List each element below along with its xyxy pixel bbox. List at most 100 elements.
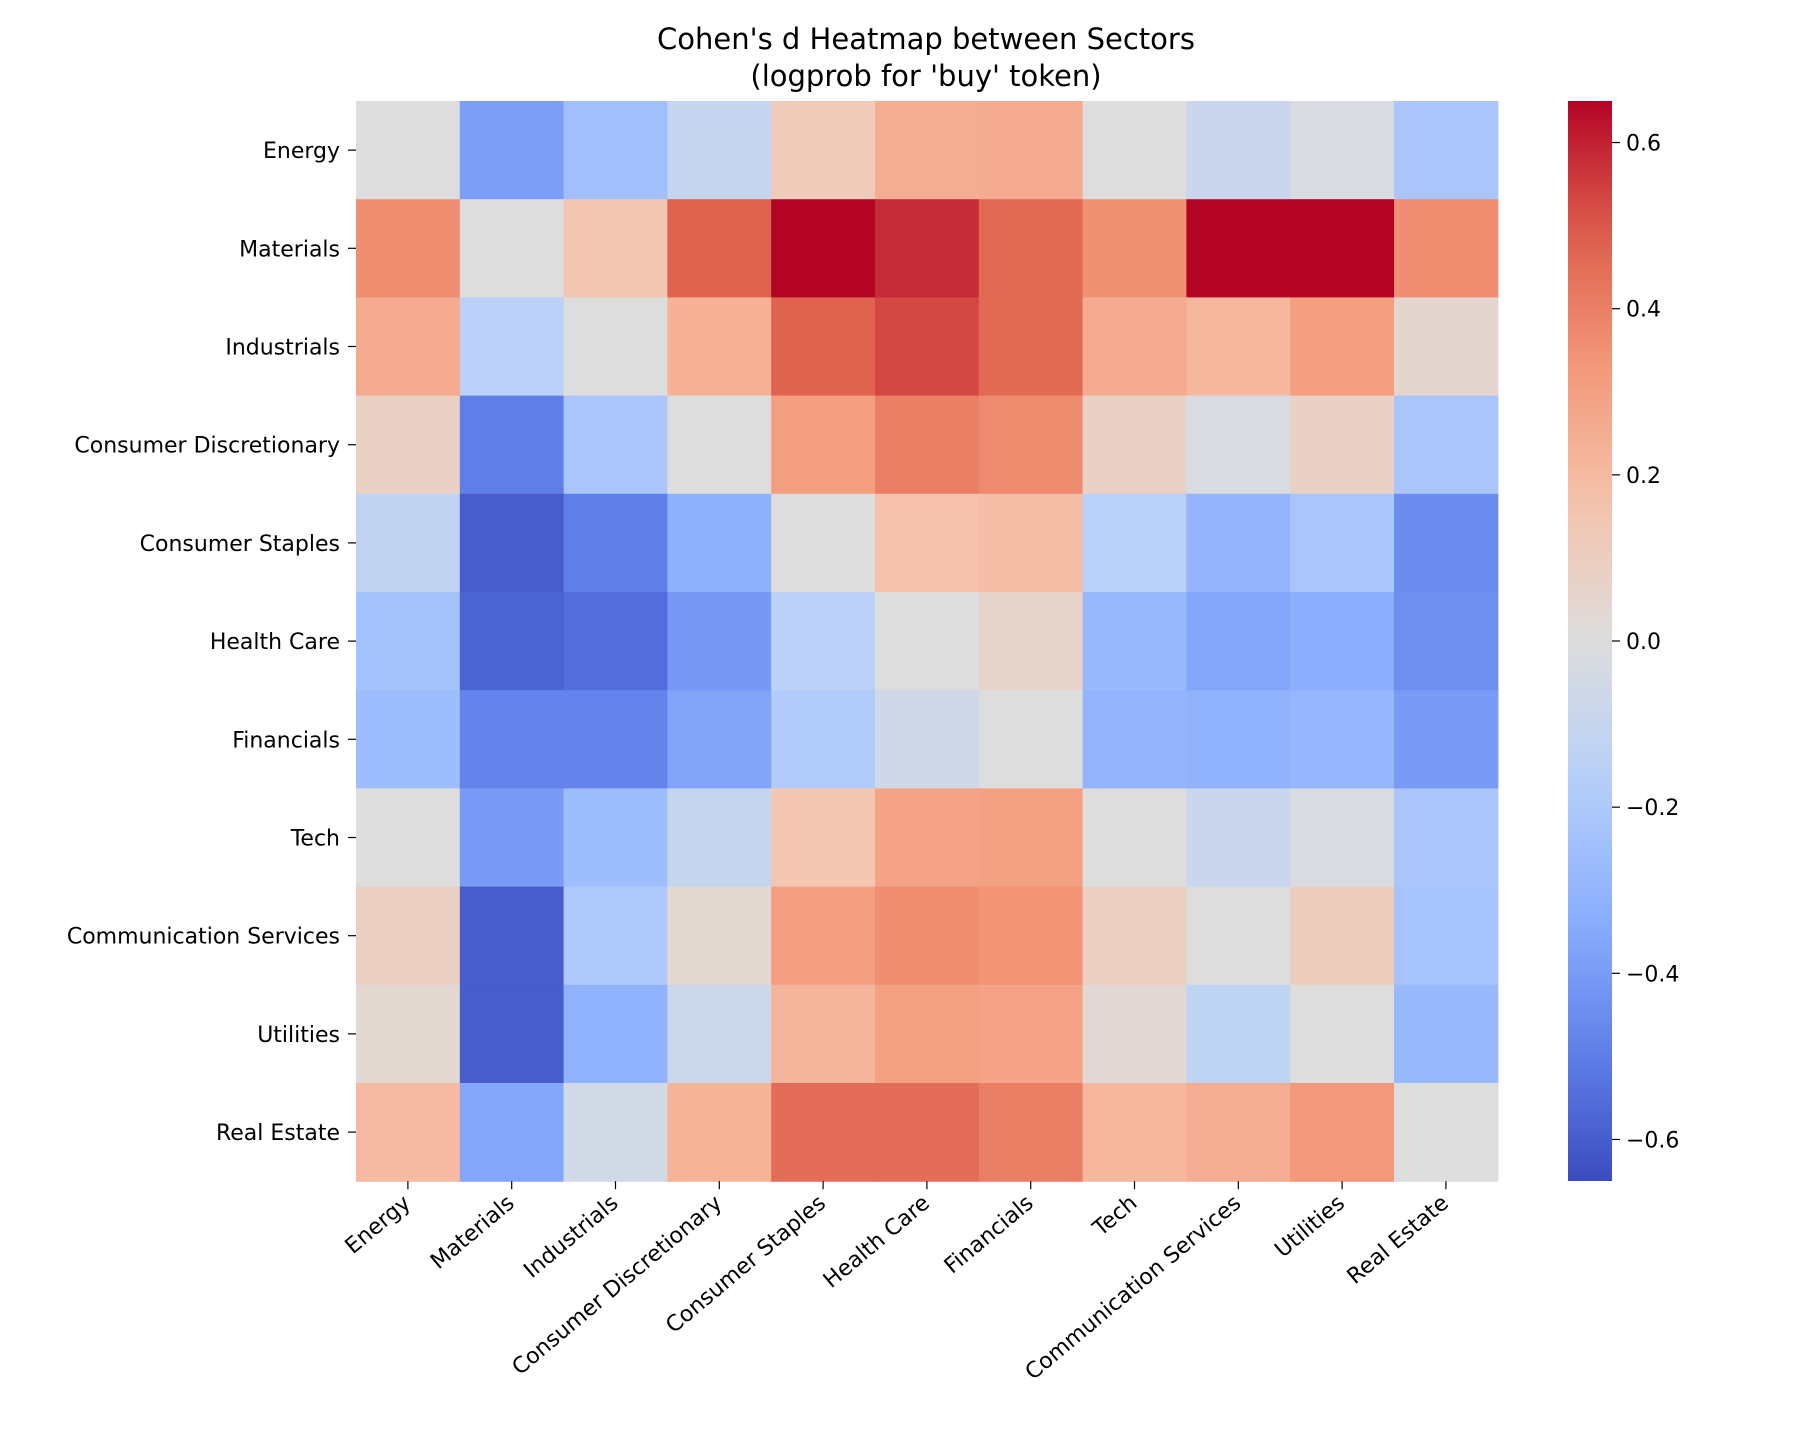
heatmap-cell — [1082, 690, 1187, 789]
heatmap-cell — [771, 493, 876, 593]
x-tick-label: Tech — [1088, 1191, 1143, 1242]
heatmap-cell — [459, 395, 565, 495]
heatmap-cell — [563, 788, 668, 888]
heatmap-cell — [978, 297, 1084, 397]
heatmap-cell — [1082, 199, 1187, 298]
heatmap-cell — [1082, 395, 1187, 495]
colorbar-tick-label: 0.6 — [1626, 132, 1661, 157]
heatmap-cell — [771, 395, 876, 495]
heatmap-cell — [563, 1083, 668, 1182]
heatmap-cell — [1394, 886, 1499, 986]
heatmap-cell — [1186, 493, 1291, 593]
heatmap-cell — [1290, 395, 1395, 495]
heatmap-cell — [356, 493, 461, 593]
heatmap-cell — [667, 690, 772, 789]
heatmap-cell — [1290, 788, 1395, 888]
heatmap-cell — [771, 886, 876, 986]
heatmap-cell — [978, 788, 1084, 888]
heatmap-cell — [459, 788, 565, 888]
heatmap-cell — [1082, 297, 1187, 397]
y-tick-label: Consumer Staples — [140, 532, 340, 557]
heatmap-cell — [667, 1083, 772, 1182]
heatmap-cell — [978, 984, 1084, 1084]
heatmap-cell — [1082, 592, 1187, 691]
heatmap-cell — [1082, 886, 1187, 986]
heatmap-cell — [1290, 592, 1395, 691]
heatmap-cell — [1394, 199, 1499, 298]
heatmap-cell — [875, 592, 980, 691]
heatmap-cell — [1394, 592, 1499, 691]
y-tick-label: Tech — [290, 827, 340, 852]
heatmap-cell — [563, 592, 668, 691]
colorbar-tick-label: −0.2 — [1626, 796, 1679, 821]
heatmap-cell — [356, 297, 461, 397]
heatmap-cell — [356, 788, 461, 888]
heatmap-cell — [356, 690, 461, 789]
y-tick-label: Real Estate — [216, 1121, 340, 1146]
heatmap-cell — [1394, 984, 1499, 1084]
x-tick-label: Materials — [426, 1191, 519, 1275]
y-tick-label: Health Care — [210, 630, 340, 655]
heatmap-cell — [1186, 886, 1291, 986]
heatmap-cell — [978, 1083, 1084, 1182]
heatmap-cell — [356, 101, 461, 200]
heatmap-cell — [563, 101, 668, 200]
heatmap-cell — [356, 395, 461, 495]
heatmap-cell — [978, 199, 1084, 298]
heatmap-cell — [459, 297, 565, 397]
heatmap-cell — [978, 592, 1084, 691]
heatmap-cell — [1082, 493, 1187, 593]
heatmap-cell — [356, 592, 461, 691]
x-tick-label: Consumer Discretionary — [508, 1191, 728, 1381]
heatmap-cell — [875, 788, 980, 888]
heatmap-cell — [771, 690, 876, 789]
heatmap-cell — [1394, 493, 1499, 593]
x-tick-label: Utilities — [1270, 1191, 1350, 1263]
x-tick-label: Energy — [341, 1191, 416, 1260]
heatmap-cell — [667, 592, 772, 691]
heatmap-cell — [1290, 690, 1395, 789]
heatmap-cell — [459, 493, 565, 593]
heatmap-cell — [356, 199, 461, 298]
heatmap-cell — [771, 788, 876, 888]
heatmap-cell — [978, 493, 1084, 593]
heatmap-cell — [563, 493, 668, 593]
heatmap-cell — [667, 199, 772, 298]
heatmap-cell — [356, 1083, 461, 1182]
heatmap-cell — [563, 395, 668, 495]
x-tick-label: Financials — [940, 1191, 1039, 1279]
y-tick-label: Industrials — [225, 336, 340, 361]
heatmap-cell — [1186, 1083, 1291, 1182]
y-tick-label: Utilities — [257, 1023, 340, 1048]
heatmap-cell — [667, 493, 772, 593]
heatmap-cell — [459, 1083, 565, 1182]
heatmap-cell — [875, 199, 980, 298]
x-tick-label: Industrials — [519, 1191, 623, 1284]
x-tick-label: Real Estate — [1343, 1191, 1454, 1290]
heatmap-cell — [667, 395, 772, 495]
colorbar-tick-label: 0.2 — [1626, 464, 1661, 489]
heatmap-cell — [875, 297, 980, 397]
chart-title: Cohen's d Heatmap between Sectors — [657, 22, 1195, 56]
heatmap-cell — [1290, 984, 1395, 1084]
heatmap-cell — [978, 101, 1084, 200]
y-tick-label: Energy — [263, 139, 340, 164]
heatmap-cell — [1186, 395, 1291, 495]
heatmap-cell — [1394, 297, 1499, 397]
x-tick-label: Health Care — [819, 1191, 935, 1294]
heatmap-cell — [1082, 101, 1187, 200]
heatmap-cell — [978, 886, 1084, 986]
heatmap-cell — [667, 886, 772, 986]
heatmap-cell — [875, 886, 980, 986]
heatmap-cell — [1186, 101, 1291, 200]
x-tick-label: Communication Services — [1021, 1191, 1246, 1386]
heatmap-cell — [875, 101, 980, 200]
heatmap-cell — [1186, 199, 1291, 298]
heatmap-cell — [875, 493, 980, 593]
heatmap-cells — [356, 101, 1499, 1182]
heatmap-cell — [563, 886, 668, 986]
heatmap-cell — [459, 690, 565, 789]
heatmap-cell — [978, 395, 1084, 495]
heatmap-cell — [1186, 788, 1291, 888]
